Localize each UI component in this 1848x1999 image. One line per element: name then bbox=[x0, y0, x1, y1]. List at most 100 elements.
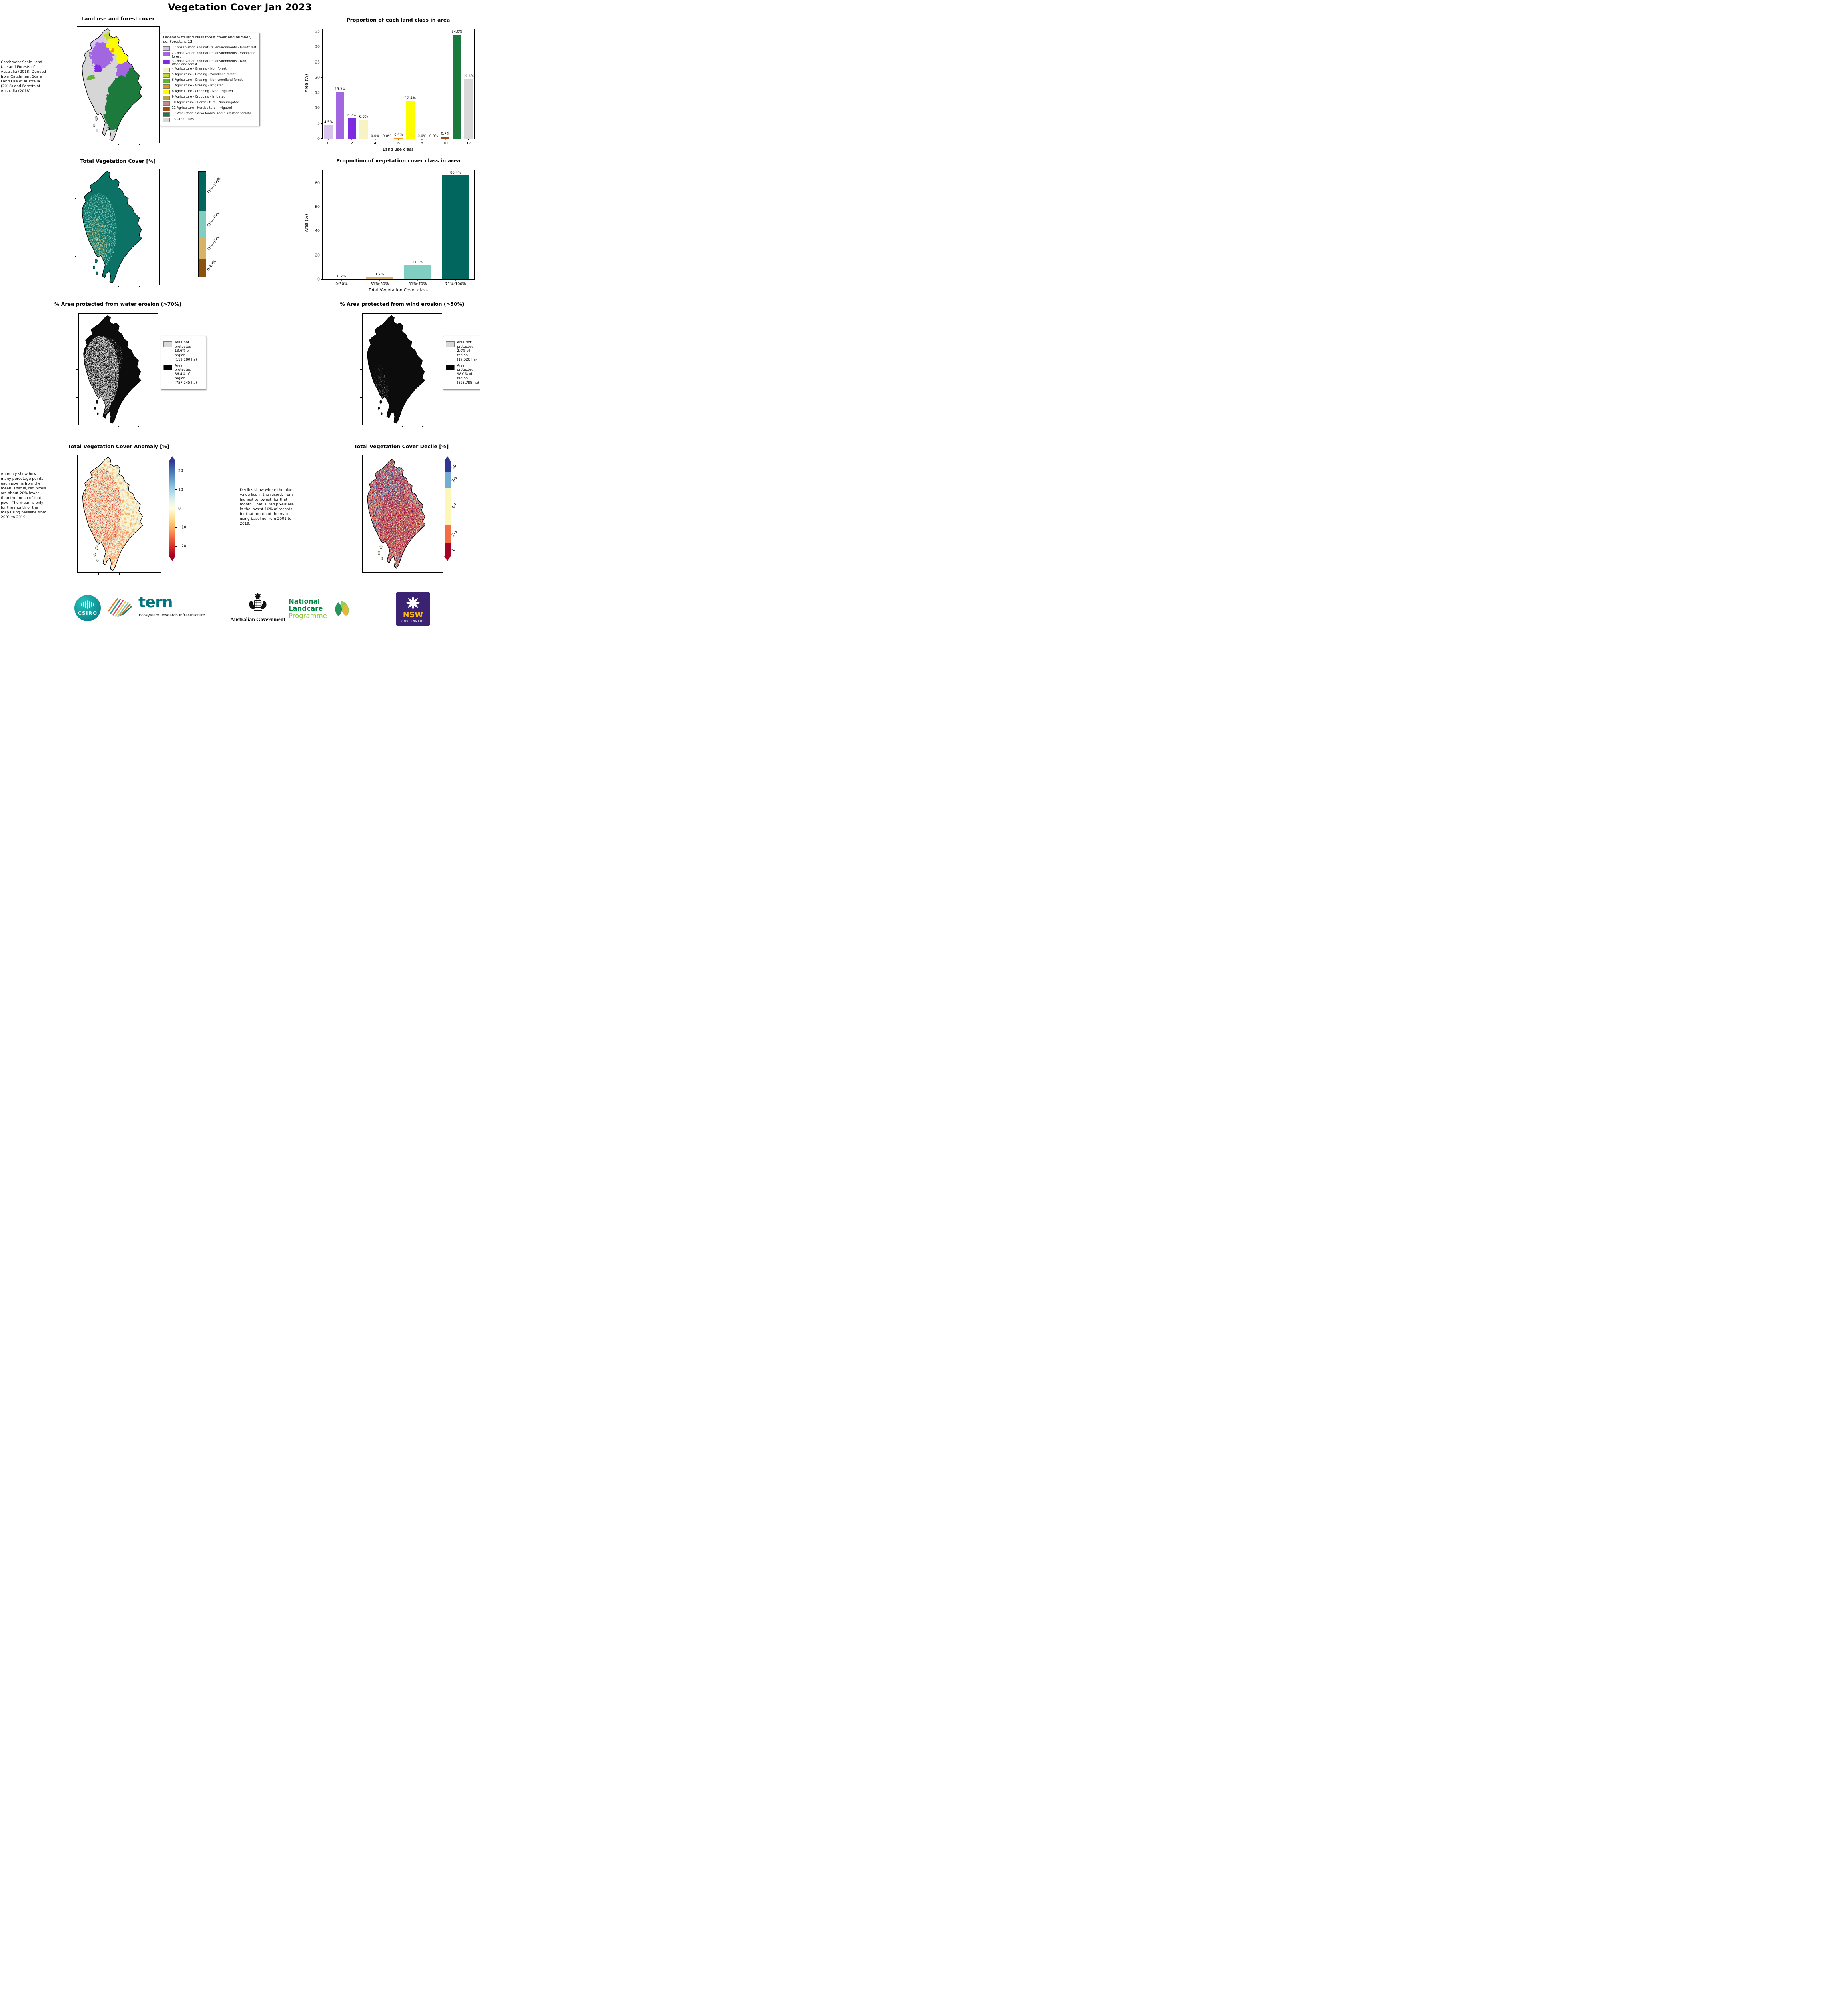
bar-value-label: 0.0% bbox=[429, 134, 438, 138]
colorbar-tick-label: −20 bbox=[178, 544, 187, 549]
water-erosion-legend: Area not protected 13.6% of region (119,… bbox=[161, 336, 206, 390]
legend-item: 10 Agriculture - Horticulture - Non-irri… bbox=[163, 100, 257, 106]
colorbar-tick bbox=[175, 489, 177, 490]
csiro-waves-icon bbox=[81, 600, 94, 609]
anomaly-map-svg bbox=[82, 457, 143, 571]
wind-erosion-map-title: % Area protected from wind erosion (>50%… bbox=[340, 301, 464, 307]
legend-item: 6 Agriculture - Grazing - Non-woodland f… bbox=[163, 78, 257, 84]
legend-swatch bbox=[163, 46, 170, 51]
veg-class-chart-ylabel: Area (%) bbox=[304, 214, 309, 232]
colorbar-label: 4-7 bbox=[451, 502, 458, 510]
land-class-chart-ylabel: Area (%) bbox=[304, 74, 309, 92]
y-tick bbox=[321, 138, 323, 139]
legend-swatch bbox=[163, 68, 170, 72]
colorbar-label: 1 bbox=[451, 548, 456, 553]
coat-of-arms-icon bbox=[249, 593, 267, 611]
x-tick bbox=[417, 279, 418, 281]
legend-item: 11 Agriculture - Horticulture - Irrigate… bbox=[163, 106, 257, 112]
bar-value-label: 11.7% bbox=[412, 261, 423, 265]
decile-colorbar: 10 8-9 4-7 2-3 1 bbox=[444, 456, 458, 561]
protected-swatch bbox=[163, 364, 172, 370]
legend-item: 2 Conservation and natural environments … bbox=[163, 51, 257, 59]
bar-3 bbox=[359, 119, 368, 139]
report-page: Vegetation Cover Jan 2023 Catchment Scal… bbox=[0, 0, 480, 626]
axis-tick bbox=[138, 426, 139, 427]
y-tick-label: 20 bbox=[315, 253, 320, 258]
tern-tagline: Ecosystem Research Infrastructure bbox=[139, 613, 205, 618]
axis-tick bbox=[118, 144, 119, 145]
legend-swatch bbox=[163, 73, 170, 78]
legend-label: 6 Agriculture - Grazing - Non-woodland f… bbox=[172, 78, 243, 82]
colorbar-segment bbox=[199, 238, 206, 259]
x-tick bbox=[398, 139, 399, 140]
legend-swatch bbox=[163, 112, 170, 117]
x-tick bbox=[341, 279, 342, 281]
water-erosion-map-title: % Area protected from water erosion (>70… bbox=[54, 301, 182, 307]
x-tick-label: 12 bbox=[466, 141, 471, 146]
y-tick-label: 20 bbox=[315, 75, 320, 80]
y-tick-label: 35 bbox=[315, 29, 320, 34]
x-tick bbox=[351, 139, 352, 140]
bar-value-label: 0.4% bbox=[394, 133, 403, 137]
wind-erosion-legend: Area not protected 2.0% of region (17,52… bbox=[443, 336, 480, 390]
colorbar-arrow-up bbox=[444, 456, 451, 461]
protected-label: Area protected 86.4% of region (757,145 … bbox=[175, 363, 197, 385]
land-use-legend: Legend with land class forest cover and … bbox=[160, 33, 260, 126]
bar-value-label: 1.7% bbox=[375, 273, 384, 277]
colorbar-tick-label: 0 bbox=[178, 506, 181, 511]
bar-value-label: 19.6% bbox=[463, 74, 474, 78]
axis-tick bbox=[98, 573, 99, 575]
axis-tick bbox=[119, 573, 120, 575]
legend-item: 1 Conservation and natural environments … bbox=[163, 46, 257, 51]
x-tick-label: 4 bbox=[374, 141, 377, 146]
bar-0 bbox=[324, 125, 333, 139]
legend-label: 11 Agriculture - Horticulture - Irrigate… bbox=[172, 106, 232, 110]
legend-item: 3 Conservation and natural environments … bbox=[163, 59, 257, 67]
x-tick-label: 0-30% bbox=[335, 282, 348, 286]
decile-map-title: Total Vegetation Cover Decile [%] bbox=[354, 443, 449, 449]
land-class-bar-chart: 0 5 10 15 20 25 30 35 4.5% 15.3% 6.7% 6.3% 0.0% 0.0% 0… bbox=[315, 29, 475, 146]
colorbar-tick-label: −10 bbox=[178, 525, 187, 530]
legend-swatch bbox=[163, 84, 170, 89]
land-use-source-note: Catchment Scale Land Use and Forests of … bbox=[1, 60, 46, 93]
colorbar-arrow-down bbox=[169, 556, 175, 561]
legend-label: 8 Agriculture - Cropping - Non-irrigated bbox=[172, 89, 233, 93]
colorbar-segment bbox=[445, 471, 451, 488]
bar-value-label: 0.0% bbox=[382, 134, 391, 138]
legend-swatch bbox=[163, 79, 170, 84]
land-use-legend-items: 1 Conservation and natural environments … bbox=[163, 46, 257, 123]
y-tick-label: 30 bbox=[315, 44, 320, 49]
land-use-map-title: Land use and forest cover bbox=[81, 16, 155, 22]
veg-cover-map-svg bbox=[82, 171, 142, 283]
legend-label: 7 Agriculture - Grazing - Irrigated bbox=[172, 84, 224, 88]
decile-note: Deciles show where the pixel value lies … bbox=[240, 488, 294, 526]
legend-swatch bbox=[163, 60, 170, 64]
anomaly-colorbar: 20 10 0 −10 −20 bbox=[169, 456, 186, 561]
csiro-logo: CSIRO bbox=[74, 595, 101, 621]
colorbar-arrow-down bbox=[444, 556, 451, 561]
colorbar-tick bbox=[175, 546, 177, 547]
bar-7 bbox=[406, 101, 415, 139]
veg-cover-colorbar: 71%-100% 51%-70% 31%-50% 0-30% bbox=[198, 171, 222, 277]
colorbar-label: 10 bbox=[451, 463, 457, 470]
y-tick-label: 40 bbox=[315, 229, 320, 233]
bar-1 bbox=[336, 92, 345, 139]
axis-tick bbox=[402, 426, 403, 427]
legend-entry-protected: Area protected 86.4% of region (757,145 … bbox=[163, 364, 203, 385]
colorbar-segment bbox=[445, 525, 451, 543]
protected-swatch bbox=[446, 364, 455, 370]
colorbar-segment bbox=[199, 211, 206, 238]
y-tick-label: 0 bbox=[317, 277, 320, 282]
national-landcare-logo: National Landcare Programme bbox=[289, 598, 353, 619]
nsw-government-label: GOVERNMENT bbox=[401, 619, 425, 623]
tern-logo: tern Ecosystem Research Infrastructure bbox=[106, 593, 217, 623]
y-tick-label: 25 bbox=[315, 60, 320, 65]
colorbar-tick-label: 20 bbox=[178, 469, 183, 473]
colorbar-segment bbox=[199, 172, 206, 212]
water-erosion-map-svg bbox=[83, 315, 142, 424]
axis-tick bbox=[118, 426, 119, 427]
australian-government-wordmark: Australian Government bbox=[230, 616, 285, 622]
decile-map-svg bbox=[367, 459, 426, 569]
nsw-government-logo: NSW GOVERNMENT bbox=[396, 592, 430, 626]
bar-71%-100% bbox=[442, 175, 469, 279]
